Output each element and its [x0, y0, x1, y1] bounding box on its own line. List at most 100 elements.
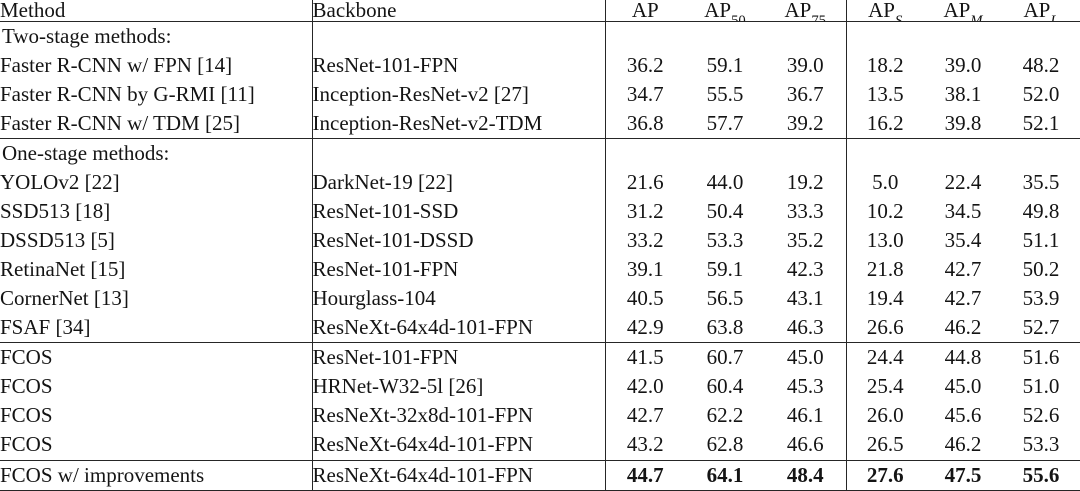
section-row: One-stage methods: [0, 138, 1080, 169]
metric-cell: 26.6 [866, 315, 904, 340]
column-header-ap: AP [605, 0, 685, 22]
column-header-subscript: 75 [811, 12, 827, 22]
metric-cell: 59.1 [706, 257, 744, 282]
table-row: YOLOv2 [22] DarkNet-19 [22] 21.6 44.0 19.2 5.… [0, 168, 1080, 198]
method-cell: CornerNet [13] [0, 284, 313, 314]
table-row: FCOS ResNeXt-64x4d-101-FPN 43.2 62.8 46.6 26.… [0, 430, 1080, 461]
metric-cell: 42.7 [626, 403, 664, 428]
method-cell: Two-stage methods: [0, 21, 313, 52]
metric-cell: 45.6 [944, 403, 982, 428]
column-header-apm: APM [924, 0, 1002, 22]
metric-cell: 45.0 [765, 342, 847, 373]
metric-cell: 60.4 [706, 374, 744, 399]
metric-cell: 52.1 [1022, 111, 1060, 136]
metric-cell: 55.5 [706, 82, 744, 107]
table-row: RetinaNet [15] ResNet-101-FPN 39.1 59.1 42.3… [0, 255, 1080, 285]
metric-cell: 52.0 [1022, 82, 1060, 107]
table-row: Faster R-CNN by G-RMI [11] Inception-ResN… [0, 80, 1080, 110]
metric-cell: 45.0 [944, 374, 982, 399]
metric-cell: 39.1 [626, 257, 664, 282]
method-cell: DSSD513 [5] [0, 226, 313, 256]
column-header-subscript: 50 [731, 12, 746, 22]
metric-cell: 27.6 [846, 459, 924, 491]
table-row: FSAF [34] ResNeXt-64x4d-101-FPN 42.9 63.8 46… [0, 313, 1080, 343]
metric-cell: 48.2 [1022, 53, 1060, 78]
method-cell: FCOS [0, 342, 313, 373]
method-cell: Faster R-CNN w/ FPN [14] [0, 51, 313, 81]
metric-cell [765, 138, 847, 169]
backbone-cell: Hourglass-104 [312, 284, 606, 314]
metric-cell [846, 138, 924, 169]
metric-cell: 39.8 [944, 111, 982, 136]
table-row: SSD513 [18] ResNet-101-SSD 31.2 50.4 33.3 10.… [0, 197, 1080, 227]
column-header-subscript: M [970, 12, 983, 22]
method-cell: YOLOv2 [22] [0, 168, 313, 198]
metric-cell: 35.2 [765, 226, 847, 256]
metric-cell: 13.5 [866, 82, 904, 107]
metric-cell: 62.8 [706, 432, 744, 457]
backbone-cell: ResNeXt-64x4d-101-FPN [312, 430, 606, 461]
metric-cell: 25.4 [866, 374, 904, 399]
method-cell: RetinaNet [15] [0, 255, 313, 285]
metric-cell [924, 22, 1002, 52]
metric-cell: 49.8 [1022, 199, 1060, 224]
column-header-aps: APS [846, 0, 924, 22]
metric-cell: 36.2 [626, 53, 664, 78]
backbone-cell: Inception-ResNet-v2 [27] [312, 80, 606, 110]
metric-cell: 19.2 [765, 168, 847, 198]
backbone-cell: ResNet-101-DSSD [312, 226, 606, 256]
metric-cell: 34.7 [626, 82, 664, 107]
metric-cell: 60.7 [685, 342, 765, 373]
metric-cell: 52.6 [1022, 403, 1060, 428]
backbone-cell: ResNet-101-FPN [312, 342, 606, 373]
metric-cell: 45.3 [765, 372, 847, 402]
metric-cell: 63.8 [706, 315, 744, 340]
metric-cell: 43.1 [765, 284, 847, 314]
method-cell: FSAF [34] [0, 313, 313, 343]
metric-cell: 22.4 [944, 170, 982, 195]
column-header-subscript: L [1050, 12, 1059, 22]
metric-cell [605, 22, 685, 52]
metric-cell: 26.5 [866, 432, 904, 457]
column-header-ap75: AP75 [765, 0, 847, 22]
backbone-cell: ResNeXt-64x4d-101-FPN [312, 459, 606, 491]
section-row: Two-stage methods: [0, 21, 1080, 52]
metric-cell: 59.1 [706, 53, 744, 78]
metric-cell: 5.0 [872, 170, 899, 195]
metric-cell: 55.6 [1002, 459, 1080, 491]
metric-cell: 53.9 [1022, 286, 1060, 311]
backbone-cell: ResNeXt-32x8d-101-FPN [312, 401, 606, 431]
metric-cell: 46.6 [765, 430, 847, 461]
metric-cell: 16.2 [866, 111, 904, 136]
backbone-cell: DarkNet-19 [22] [312, 168, 606, 198]
metric-cell: 10.2 [866, 199, 904, 224]
metric-cell: 42.9 [626, 315, 664, 340]
backbone-cell: ResNet-101-SSD [312, 197, 606, 227]
metric-cell: 53.3 [706, 228, 744, 253]
metric-cell: 38.1 [944, 82, 982, 107]
metric-cell: 33.2 [626, 228, 664, 253]
metric-cell: 35.4 [944, 228, 982, 253]
header-row: Method Backbone AP AP50 AP75 APS APM APL [0, 0, 1080, 22]
metric-cell: 21.8 [866, 257, 904, 282]
metric-cell: 50.4 [706, 199, 744, 224]
metric-cell [924, 138, 1002, 169]
metric-cell: 46.2 [944, 315, 982, 340]
backbone-cell: ResNet-101-FPN [312, 51, 606, 81]
table-body: Two-stage methods: Faster R-CNN w/ FPN [1… [0, 21, 1080, 491]
table-row: FCOS ResNet-101-FPN 41.5 60.7 45.0 24.4 44.8 51… [0, 342, 1080, 373]
method-cell: Faster R-CNN by G-RMI [11] [0, 80, 313, 110]
column-header-method: Method [0, 0, 313, 22]
metric-cell: 42.3 [765, 255, 847, 285]
metric-cell: 19.4 [866, 286, 904, 311]
metric-cell: 44.7 [605, 459, 685, 491]
metric-cell: 50.2 [1022, 257, 1060, 282]
metric-cell: 42.7 [944, 257, 982, 282]
backbone-cell: ResNeXt-64x4d-101-FPN [312, 313, 606, 343]
metric-cell: 53.3 [1022, 432, 1060, 457]
table-row: CornerNet [13] Hourglass-104 40.5 56.5 43.1 1… [0, 284, 1080, 314]
metric-cell: 36.8 [626, 111, 664, 136]
metric-cell: 44.0 [706, 170, 744, 195]
